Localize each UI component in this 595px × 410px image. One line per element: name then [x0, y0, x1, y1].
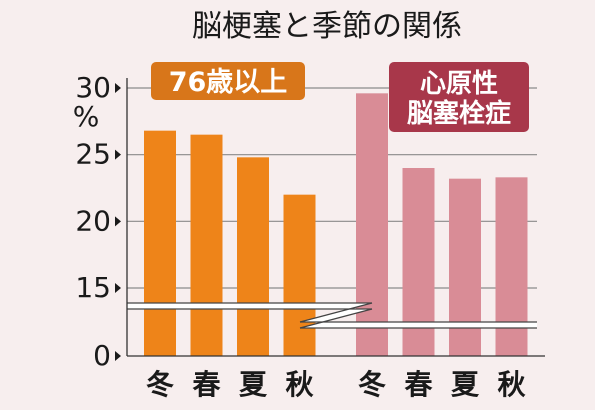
x-tick-label: 春: [192, 368, 220, 401]
label-cardioembolic-stroke: 心原性脳塞栓症: [406, 69, 511, 129]
bar-red-0: [356, 93, 388, 356]
label-line: 脳塞栓症: [406, 98, 511, 129]
label-box-red: [389, 62, 529, 132]
y-tick-label: 20: [75, 204, 111, 237]
bar-orange-0: [144, 130, 176, 356]
x-tick-label: 冬: [358, 368, 386, 401]
label-76-and-over: 76歳以上: [169, 67, 288, 98]
bar-orange-1: [190, 134, 223, 356]
y-axis-unit: %: [73, 100, 100, 133]
bar-orange-3: [283, 194, 316, 356]
axis-break-band: [127, 303, 537, 328]
y-tick-label: 15: [75, 271, 111, 304]
y-tick-label: 0: [93, 339, 111, 372]
y-tick-label: 30: [75, 71, 111, 104]
axis-break: [127, 302, 537, 329]
bar-red-3: [495, 177, 528, 356]
y-tick-marker: [115, 216, 121, 227]
group-labels: 76歳以上 心原性脳塞栓症: [151, 62, 529, 132]
x-tick-label: 夏: [239, 368, 268, 401]
x-tick-label: 秋: [497, 368, 526, 401]
x-tick-label: 秋: [285, 368, 314, 401]
x-tick-label: 夏: [451, 368, 480, 401]
y-tick-marker: [115, 83, 121, 93]
label-line: 心原性: [420, 69, 498, 99]
y-tick-marker: [115, 283, 121, 293]
y-axis: 0 15 20 25 30%: [73, 71, 545, 372]
bar-orange-2: [237, 157, 269, 356]
chart-title: 脳梗塞と季節の関係: [192, 9, 462, 44]
x-tick-label: 春: [404, 368, 432, 401]
bar-red-2: [449, 178, 481, 356]
label-box-orange: [151, 62, 305, 100]
y-tick-marker: [115, 351, 121, 361]
x-tick-label: 冬: [146, 368, 174, 401]
y-tick-label: 25: [75, 138, 111, 171]
bars: 冬春夏秋冬春夏秋: [144, 93, 528, 401]
axis-break-line: [299, 302, 373, 329]
y-tick-marker: [115, 149, 121, 160]
